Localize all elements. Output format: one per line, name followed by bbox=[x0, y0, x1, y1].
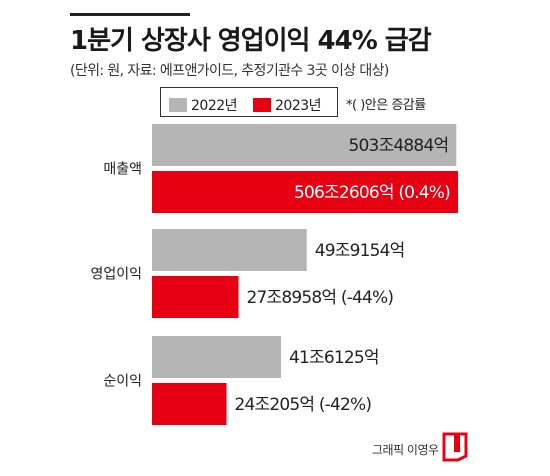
legend-label-2023: 2023년 bbox=[275, 98, 322, 114]
bar-2022 bbox=[152, 229, 307, 271]
legend-item-2022: 2022년 bbox=[169, 95, 238, 115]
legend: 2022년 2023년 bbox=[160, 87, 338, 117]
chart-title: 1분기 상장사 영업이익 44% 급감 bbox=[70, 26, 432, 56]
data-label: 503조4884억 bbox=[349, 136, 449, 156]
title-accent-line bbox=[70, 13, 190, 16]
data-label: 27조8958억 (-44%) bbox=[246, 288, 393, 308]
legend-item-2023: 2023년 bbox=[253, 95, 322, 115]
data-label: 49조9154억 bbox=[315, 241, 405, 261]
data-label: 24조205억 (-42%) bbox=[234, 395, 371, 415]
legend-label-2022: 2022년 bbox=[191, 98, 238, 114]
legend-swatch-2023 bbox=[253, 98, 271, 112]
category-label: 매출액 bbox=[103, 162, 142, 178]
graphic-credit: 그래픽 이영우 bbox=[372, 443, 439, 457]
data-label: 506조2606억 (0.4%) bbox=[294, 183, 450, 203]
bar-2023 bbox=[152, 276, 239, 318]
legend-swatch-2022 bbox=[169, 98, 187, 112]
legend-note: *( )안은 증감률 bbox=[346, 98, 426, 113]
publisher-logo bbox=[442, 432, 468, 462]
bar-2023 bbox=[152, 171, 458, 213]
category-label: 영업이익 bbox=[90, 267, 142, 283]
category-label: 순이익 bbox=[103, 374, 142, 390]
bar-2022 bbox=[152, 336, 281, 378]
chart-subtitle: (단위: 원, 자료: 에프앤가이드, 추정기관수 3곳 이상 대상) bbox=[70, 63, 389, 79]
bar-2022 bbox=[152, 124, 457, 166]
bar-2023 bbox=[152, 383, 227, 425]
data-label: 41조6125억 bbox=[289, 348, 379, 368]
